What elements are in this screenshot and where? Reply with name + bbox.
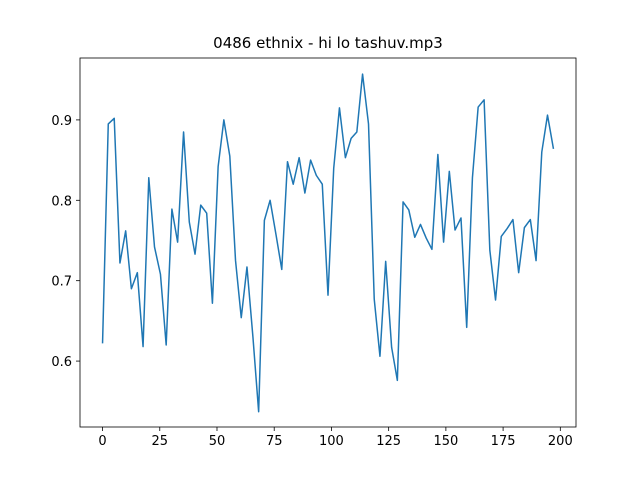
- x-tick-label: 25: [151, 434, 168, 449]
- chart-title: 0486 ethnix - hi lo tashuv.mp3: [213, 34, 443, 52]
- x-tick-label: 50: [209, 434, 226, 449]
- data-line: [101, 73, 555, 413]
- x-tick-label: 100: [319, 434, 344, 449]
- x-tick-label: 75: [266, 434, 283, 449]
- x-tick-label: 150: [433, 434, 458, 449]
- x-tick-label: 0: [98, 434, 106, 449]
- plot-frame: [79, 57, 577, 428]
- x-tick-label: 200: [548, 434, 573, 449]
- y-tick-label: 0.9: [51, 114, 72, 129]
- y-tick-label: 0.8: [51, 194, 72, 209]
- y-tick-label: 0.7: [51, 275, 72, 290]
- y-tick-label: 0.6: [51, 355, 72, 370]
- x-tick-label: 175: [491, 434, 516, 449]
- x-tick-label: 125: [376, 434, 401, 449]
